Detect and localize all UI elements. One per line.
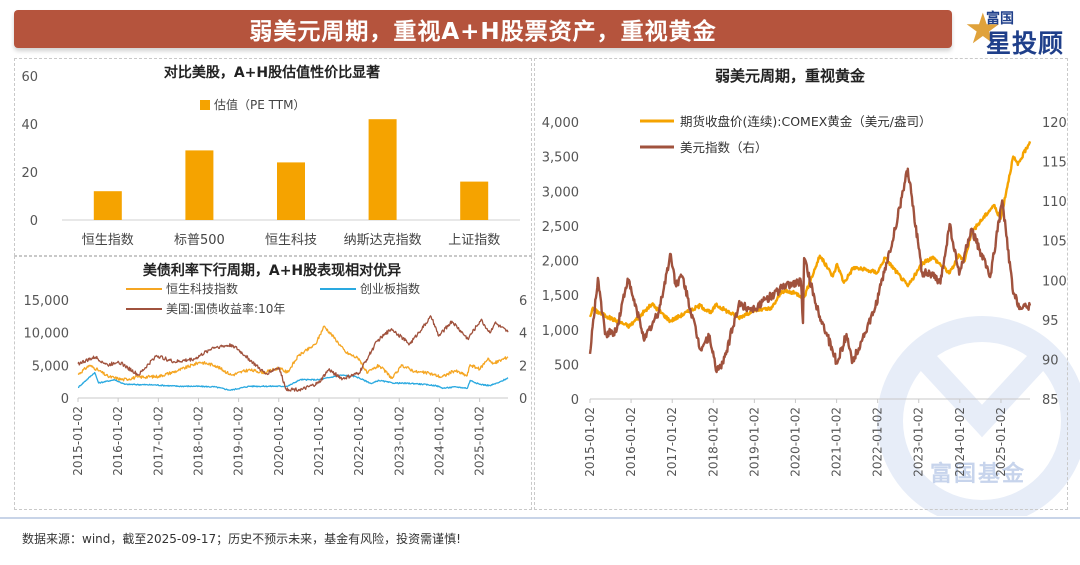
series-line-1 — [77, 371, 509, 391]
series-line-0 — [77, 325, 509, 382]
y-right-tick-label: 95 — [1042, 314, 1059, 329]
y-left-tick-label: 1,500 — [542, 289, 579, 304]
bar-4 — [460, 181, 489, 220]
x-tick-label: 2025-01-02 — [473, 406, 487, 476]
y-left-tick-label: 1,000 — [542, 324, 579, 339]
x-tick-label: 纳斯达克指数 — [344, 233, 422, 248]
x-tick-label: 2024-01-02 — [953, 407, 967, 477]
equity-rate-chart-panel — [14, 256, 532, 510]
logo-main-text: 星投顾 — [986, 29, 1065, 58]
y-left-tick-label: 0 — [571, 393, 579, 408]
legend-label-0: 恒生科技指数 — [166, 281, 238, 296]
y-right-tick-label: 115 — [1042, 156, 1066, 171]
x-tick-label: 2020-01-02 — [272, 406, 286, 476]
y-left-tick-label: 0 — [61, 392, 69, 407]
footer-divider — [0, 517, 1080, 519]
x-tick-label: 2021-01-02 — [830, 407, 844, 477]
y-right-tick-label: 85 — [1042, 393, 1059, 408]
y-right-tick-label: 4 — [519, 327, 527, 342]
y-left-tick-label: 500 — [554, 358, 579, 373]
x-tick-label: 2019-01-02 — [232, 406, 246, 476]
x-tick-label: 2018-01-02 — [706, 407, 720, 477]
y-left-tick-label: 2,000 — [542, 255, 579, 270]
legend-label-1: 创业板指数 — [360, 281, 420, 296]
x-tick-label: 2017-01-02 — [151, 406, 165, 476]
y-right-tick-label: 105 — [1042, 235, 1066, 250]
watermark-text: 富国基金 — [930, 462, 1027, 487]
series-line-1 — [588, 167, 1032, 374]
bar-3 — [368, 119, 397, 220]
x-tick-label: 2022-01-02 — [871, 407, 885, 477]
y-tick-label: 60 — [21, 70, 38, 85]
y-tick-label: 20 — [21, 166, 38, 181]
y-right-tick-label: 120 — [1042, 116, 1066, 131]
watermark-logo-icon — [877, 316, 1080, 516]
x-tick-label: 2015-01-02 — [583, 407, 597, 477]
y-right-tick-label: 90 — [1042, 353, 1059, 368]
chart-title: 美债利率下行周期，A+H股表现相对优异 — [143, 262, 401, 279]
legend-label-1: 美元指数（右） — [680, 140, 768, 155]
y-left-tick-label: 3,000 — [542, 185, 579, 200]
x-tick-label: 上证指数 — [448, 233, 500, 248]
y-left-tick-label: 4,000 — [542, 116, 579, 131]
brand-logo: ★ 富国 星投顾 — [964, 4, 1072, 59]
x-tick-label: 2021-01-02 — [312, 406, 326, 476]
y-right-tick-label: 0 — [519, 392, 527, 407]
x-tick-label: 恒生科技 — [265, 233, 317, 248]
y-left-tick-label: 2,500 — [542, 220, 579, 235]
gold-dollar-chart-panel — [534, 58, 1068, 510]
y-right-tick-label: 110 — [1042, 195, 1066, 210]
legend-label-2: 美国:国债收益率:10年 — [166, 301, 285, 316]
bar-0 — [93, 191, 122, 220]
x-tick-label: 2019-01-02 — [747, 407, 761, 477]
x-tick-label: 2023-01-02 — [912, 407, 926, 477]
x-tick-label: 2015-01-02 — [71, 406, 85, 476]
y-left-tick-label: 15,000 — [24, 294, 70, 309]
page-title: 弱美元周期，重视A+H股票资产，重视黄金 — [249, 19, 717, 45]
chart-title: 弱美元周期，重视黄金 — [715, 67, 866, 85]
footer-disclaimer: 数据来源：wind，截至2025-09-17；历史不预示未来，基金有风险，投资需… — [22, 532, 461, 546]
series-line-0 — [588, 141, 1032, 329]
bar-2 — [277, 162, 305, 220]
legend-label-0: 期货收盘价(连续):COMEX黄金（美元/盎司） — [680, 114, 932, 129]
x-tick-label: 2017-01-02 — [665, 407, 679, 477]
title-banner: 弱美元周期，重视A+H股票资产，重视黄金 — [14, 10, 952, 48]
legend-swatch — [200, 100, 210, 110]
x-tick-label: 2024-01-02 — [432, 406, 446, 476]
x-tick-label: 2016-01-02 — [624, 407, 638, 477]
y-tick-label: 40 — [21, 118, 38, 133]
x-tick-label: 2016-01-02 — [111, 406, 125, 476]
legend-label: 估值（PE TTM） — [214, 97, 305, 112]
y-right-tick-label: 6 — [519, 294, 527, 309]
y-tick-label: 0 — [30, 214, 38, 229]
x-tick-label: 恒生指数 — [82, 233, 134, 248]
y-right-tick-label: 2 — [519, 359, 527, 374]
bar-1 — [185, 150, 214, 220]
x-tick-label: 2022-01-02 — [352, 406, 366, 476]
chart-title: 对比美股，A+H股估值性价比显著 — [164, 64, 380, 81]
bar-chart-panel — [14, 58, 532, 256]
y-left-tick-label: 5,000 — [32, 359, 69, 374]
x-tick-label: 2020-01-02 — [788, 407, 802, 477]
x-tick-label: 标普500 — [174, 233, 225, 248]
x-tick-label: 2023-01-02 — [392, 406, 406, 476]
logo-top-text: 富国 — [986, 11, 1014, 27]
y-left-tick-label: 3,500 — [542, 151, 579, 166]
x-tick-label: 2018-01-02 — [192, 406, 206, 476]
y-right-tick-label: 100 — [1042, 274, 1066, 289]
series-line-2 — [77, 315, 509, 392]
star-logo-icon: ★ — [964, 4, 1002, 53]
y-left-tick-label: 10,000 — [24, 327, 70, 342]
x-tick-label: 2025-01-02 — [994, 407, 1008, 477]
